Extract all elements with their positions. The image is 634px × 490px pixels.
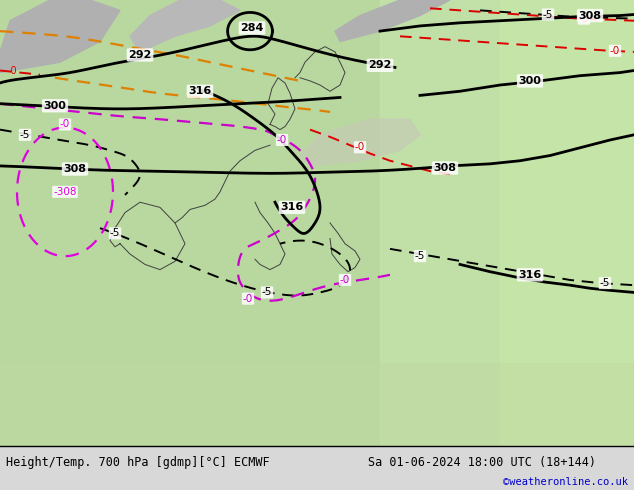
Polygon shape [500, 0, 634, 446]
Text: -0: -0 [355, 142, 365, 152]
Text: 316: 316 [519, 270, 541, 280]
Text: -308: -308 [53, 187, 77, 197]
Text: -5: -5 [579, 14, 589, 24]
Text: 300: 300 [44, 101, 67, 111]
Text: -5: -5 [415, 251, 425, 261]
Polygon shape [0, 0, 634, 446]
Polygon shape [380, 0, 634, 446]
Text: 308: 308 [578, 11, 602, 21]
Text: Sa 01-06-2024 18:00 UTC (18+144): Sa 01-06-2024 18:00 UTC (18+144) [368, 456, 596, 469]
Text: -0: -0 [60, 120, 70, 129]
Text: 284: 284 [240, 23, 264, 33]
Text: 308: 308 [63, 164, 86, 174]
Text: 316: 316 [280, 202, 304, 212]
Text: -5: -5 [600, 278, 610, 288]
Text: 292: 292 [368, 60, 392, 71]
Text: -0: -0 [243, 294, 253, 304]
Polygon shape [0, 363, 634, 446]
Text: 308: 308 [434, 163, 456, 173]
Text: -5: -5 [110, 228, 120, 238]
Polygon shape [0, 0, 120, 73]
Polygon shape [300, 119, 420, 166]
Text: -0: -0 [277, 135, 287, 145]
Text: -5: -5 [543, 9, 553, 20]
Polygon shape [130, 0, 240, 52]
Text: -5: -5 [262, 288, 272, 297]
Text: -5: -5 [20, 130, 30, 140]
Text: Height/Temp. 700 hPa [gdmp][°C] ECMWF: Height/Temp. 700 hPa [gdmp][°C] ECMWF [6, 456, 270, 469]
Text: -0: -0 [340, 275, 350, 285]
Text: 316: 316 [188, 86, 212, 96]
Polygon shape [335, 0, 450, 42]
Text: 292: 292 [128, 50, 152, 60]
Text: -0: -0 [610, 46, 620, 56]
Text: 300: 300 [519, 76, 541, 86]
Text: -0: -0 [8, 66, 18, 75]
Text: ©weatheronline.co.uk: ©weatheronline.co.uk [503, 477, 628, 487]
